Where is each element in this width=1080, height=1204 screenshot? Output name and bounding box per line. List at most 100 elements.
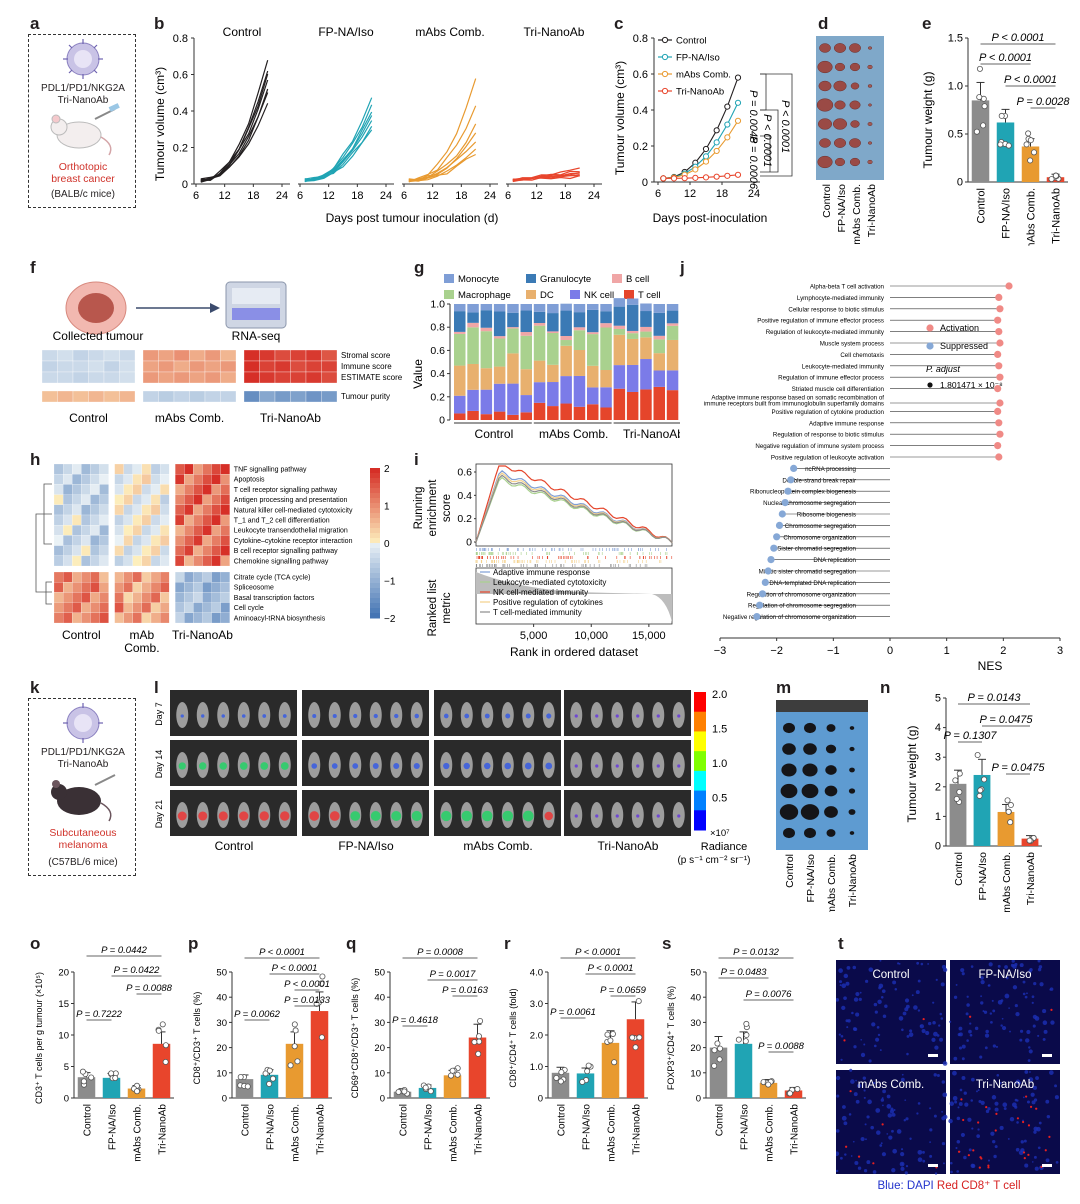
panel-p-dot	[318, 980, 325, 987]
panel-s-pval: P = 0.0076	[746, 989, 793, 1000]
panel-f-heat-cell	[158, 349, 175, 362]
panel-g-stack-segment	[613, 388, 626, 420]
panel-c-point	[734, 117, 742, 124]
panel-g-stack-segment	[454, 304, 466, 312]
panel-h-heat-cell	[141, 494, 152, 505]
panel-h-scale-tick: −1	[384, 577, 396, 588]
panel-g-stack-segment	[653, 353, 665, 371]
panel-m-tumour	[825, 765, 837, 775]
panel-h-heat-cell	[99, 535, 109, 546]
panel-p-dot	[266, 1080, 273, 1087]
panel-p-ylabel: CD8⁺/CD3⁺ T cells (%)	[192, 992, 202, 1085]
panel-f-heat-cell	[57, 390, 74, 403]
panel-b-ytick: 0.4	[173, 106, 188, 118]
panel-m-label: FP-NA/Iso	[805, 854, 817, 903]
panel-h-heat-cell	[62, 602, 73, 613]
panel-h-heat-cell	[202, 484, 212, 495]
panel-letter-a: a	[30, 14, 40, 33]
panel-h-heat-cell	[160, 514, 170, 526]
panel-m-label: mAbs Comb.	[826, 854, 838, 912]
panel-h-heat-cell	[99, 582, 109, 593]
panel-p-ytick: 40	[216, 993, 227, 1004]
panel-h-heat-cell	[150, 582, 161, 593]
panel-h-heat-cell	[53, 545, 64, 556]
panel-l-signal	[441, 810, 452, 822]
panel-l-signal	[484, 762, 491, 770]
panel-letter-j: j	[680, 258, 685, 277]
panel-g-stack-segment	[626, 391, 639, 420]
panel-m-tumour	[824, 806, 838, 818]
panel-i-ylabel: enrichment	[427, 479, 439, 537]
panel-letter-h: h	[30, 450, 41, 469]
panel-p-dot	[291, 1043, 298, 1050]
panel-g-stack-segment	[480, 414, 493, 420]
panel-g-stack-segment	[454, 395, 466, 414]
panel-g-stack-segment	[467, 304, 479, 313]
panel-h-heat-cell	[81, 514, 91, 526]
panel-o-dot	[112, 1075, 119, 1082]
panel-i-ytick: 0	[466, 537, 472, 549]
panel-j-padj-value: 1.801471 × 10⁻⁸	[940, 380, 1003, 390]
panel-l-scale-tick: 1.0	[712, 758, 727, 770]
panel-l-scale-tick: 2.0	[712, 690, 727, 701]
panel-c-xlabel: Days post-inoculation	[653, 211, 768, 225]
panel-l-signal	[461, 810, 472, 822]
panel-f-heat-cell	[189, 390, 206, 403]
panel-e-dot	[1031, 149, 1038, 156]
panel-f-heat-cell	[204, 349, 221, 362]
panel-h-heat-cell	[220, 474, 230, 485]
panel-g-stack-segment	[507, 327, 519, 329]
panel-j-term: Lymphocyte-mediated immunity	[797, 295, 885, 302]
panel-h-heat-cell	[193, 514, 203, 526]
panel-j-activation-dot	[996, 305, 1004, 313]
panel-h-pathway: B cell receptor signalling pathway	[234, 548, 338, 555]
panel-o-dot	[79, 1068, 86, 1075]
panel-g-stack-segment	[666, 390, 679, 420]
panel-e-dot	[998, 112, 1005, 119]
panel-i-enrichment-line	[475, 474, 673, 544]
panel-r-pval: P < 0.0001	[588, 963, 634, 974]
panel-n-dot	[953, 795, 960, 802]
panel-h-heat-cell	[220, 545, 230, 556]
panel-e-xlabel: FP-NA/Iso	[1001, 188, 1013, 239]
panel-o-pval: P = 0.0088	[126, 983, 173, 994]
panel-h-pathway: T cell receptor signalling pathway	[234, 487, 338, 494]
panel-s-dot	[735, 1036, 742, 1043]
panel-g-stack-segment	[493, 338, 506, 367]
panel-b-xtick: 18	[559, 190, 571, 202]
panel-g-stack-segment	[613, 306, 626, 326]
panel-h-heat-cell	[160, 494, 170, 505]
panel-l-signal	[309, 811, 320, 821]
panel-h-heat-cell	[193, 592, 203, 603]
panel-j-term: Ribosome biogenesis	[797, 512, 856, 519]
panel-o-dot	[162, 1058, 169, 1065]
panel-j-term: Regulation of response to biotic stimulu…	[773, 432, 884, 439]
panel-o-ytick: 15	[58, 999, 69, 1010]
panel-h-heat-cell	[81, 484, 91, 495]
panel-h-heat-cell	[132, 525, 143, 536]
panel-s-dot	[765, 1081, 772, 1088]
panel-h-heat-cell	[202, 555, 212, 567]
panel-d-tumour	[817, 60, 833, 74]
panel-j-xtick: 0	[887, 645, 893, 657]
panel-f-heat-cell	[72, 349, 89, 362]
panel-i-ytick: 0.4	[457, 490, 472, 502]
panel-h-heat-cell	[90, 474, 100, 485]
panel-p-dot	[287, 1062, 294, 1069]
panel-j-xtick: 1	[944, 645, 950, 657]
panel-n-pval: P = 0.0475	[991, 762, 1045, 774]
panel-i-xtick: 5,000	[520, 630, 548, 642]
panel-g-stack-segment	[666, 370, 679, 391]
panel-c-ytick: 0.6	[633, 69, 648, 81]
panel-h-heat-cell	[220, 555, 230, 567]
panel-h-heat-cell	[114, 484, 124, 495]
panel-t-cd8-signal	[843, 1039, 846, 1042]
panel-s-dot	[743, 1020, 750, 1027]
panel-b-title: Tri-NanoAb	[524, 25, 585, 39]
panel-l-signal	[372, 763, 379, 769]
panel-t-cd8-signal	[995, 1112, 998, 1115]
panel-q-xlabel: Control	[399, 1104, 410, 1136]
panel-h-heat-cell	[220, 571, 230, 583]
panel-l-signal	[525, 713, 531, 719]
panel-r-ytick: 0	[538, 1094, 543, 1105]
